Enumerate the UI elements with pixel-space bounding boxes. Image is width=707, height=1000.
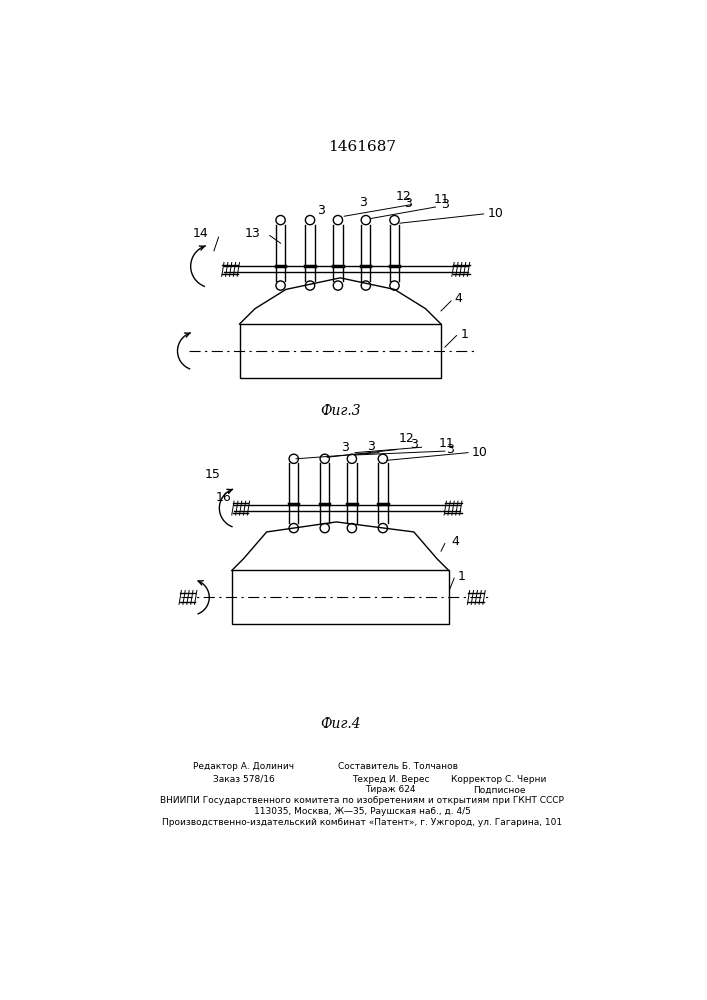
Text: 1461687: 1461687 (328, 140, 396, 154)
Text: Редактор А. Долинич: Редактор А. Долинич (193, 762, 294, 771)
Text: 10: 10 (488, 207, 503, 220)
Text: 3: 3 (441, 198, 449, 211)
Text: 1: 1 (457, 570, 465, 583)
Text: Корректор С. Черни: Корректор С. Черни (452, 775, 547, 784)
Text: 16: 16 (216, 491, 232, 504)
Text: 3: 3 (341, 441, 349, 454)
Text: 4: 4 (454, 292, 462, 305)
Text: 11: 11 (438, 437, 455, 450)
Text: 3: 3 (404, 197, 412, 210)
Text: 3: 3 (410, 438, 418, 451)
Text: Тираж 624: Тираж 624 (366, 785, 416, 794)
Text: 15: 15 (204, 468, 220, 481)
Text: Составитель Б. Толчанов: Составитель Б. Толчанов (339, 762, 458, 771)
Text: Фиг.3: Фиг.3 (320, 404, 361, 418)
Bar (240, 324, 441, 378)
Text: 4: 4 (451, 535, 459, 548)
Text: 113035, Москва, Ж—35, Раушская наб., д. 4/5: 113035, Москва, Ж—35, Раушская наб., д. … (254, 807, 470, 816)
Bar (232, 570, 449, 624)
Text: 14: 14 (193, 227, 209, 240)
Text: Заказ 578/16: Заказ 578/16 (213, 775, 274, 784)
Text: 11: 11 (433, 193, 449, 206)
Text: 12: 12 (396, 190, 411, 204)
Text: 1: 1 (460, 328, 468, 341)
Text: 12: 12 (398, 432, 414, 445)
Text: 3: 3 (446, 443, 455, 456)
Text: 3: 3 (367, 440, 375, 453)
Text: 10: 10 (472, 446, 487, 459)
Text: 3: 3 (359, 196, 368, 209)
Text: 13: 13 (245, 227, 260, 240)
Text: Техред И. Верес: Техред И. Верес (352, 775, 429, 784)
Text: 3: 3 (317, 204, 325, 217)
Text: Производственно-издательский комбинат «Патент», г. Ужгород, ул. Гагарина, 101: Производственно-издательский комбинат «П… (162, 818, 562, 827)
Text: ВНИИПИ Государственного комитета по изобретениям и открытиям при ГКНТ СССР: ВНИИПИ Государственного комитета по изоб… (160, 796, 564, 805)
Text: Фиг.4: Фиг.4 (320, 717, 361, 731)
Text: Подписное: Подписное (473, 785, 525, 794)
